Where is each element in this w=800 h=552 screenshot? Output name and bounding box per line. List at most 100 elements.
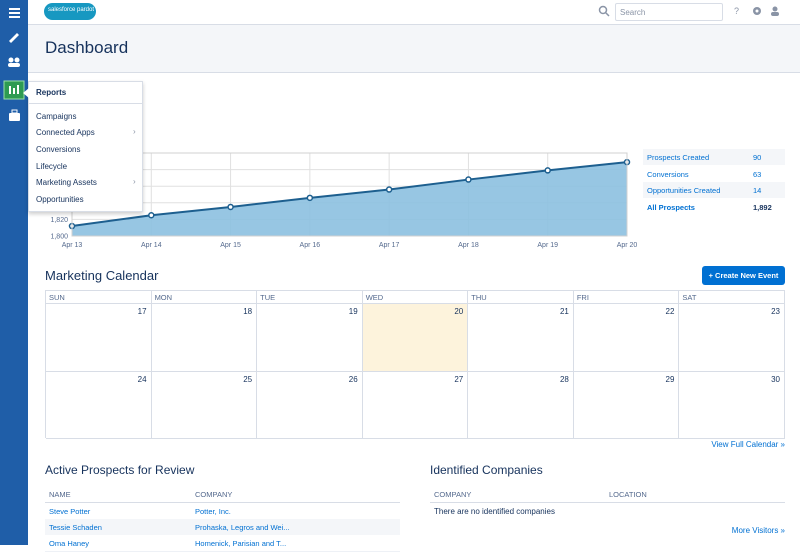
column-header: NAME bbox=[49, 490, 71, 499]
search-placeholder: Search bbox=[620, 8, 646, 17]
point bbox=[465, 176, 472, 183]
stats-label[interactable]: Opportunities Created bbox=[647, 186, 721, 196]
x-tick-label: Apr 19 bbox=[537, 242, 558, 249]
prospect-name[interactable]: Steve Potter bbox=[49, 507, 91, 516]
search-icon bbox=[598, 5, 610, 17]
table-header: COMPANY LOCATION bbox=[430, 486, 785, 503]
calendar-day[interactable]: 19 bbox=[257, 304, 363, 372]
help-icon[interactable]: ? bbox=[734, 6, 740, 16]
calendar-day[interactable]: 20 bbox=[362, 304, 469, 372]
wand-icon[interactable] bbox=[9, 33, 19, 43]
day-header: THU bbox=[468, 291, 574, 304]
menu-item[interactable]: Marketing Assets bbox=[36, 178, 97, 187]
briefcase-icon[interactable] bbox=[9, 109, 20, 121]
table-header: NAME COMPANY bbox=[45, 486, 400, 503]
column-header: COMPANY bbox=[195, 490, 233, 499]
menu-item[interactable]: Lifecycle bbox=[36, 162, 68, 171]
top-bar: salesforce pardot Search ? bbox=[28, 0, 800, 25]
calendar-day[interactable]: 27 bbox=[362, 371, 469, 439]
day-number: 29 bbox=[665, 374, 675, 384]
day-header: MON bbox=[151, 291, 258, 304]
submenu-arrow: › bbox=[133, 177, 136, 186]
prospect-company[interactable]: Homenick, Parisian and T... bbox=[195, 539, 287, 548]
calendar: SUN MON TUE WED THU FRI SAT 17 18 19 20 21 22 23 24 25 2… bbox=[45, 290, 785, 439]
day-number: 24 bbox=[137, 374, 147, 384]
day-number: 23 bbox=[771, 307, 780, 316]
view-calendar-link[interactable]: View Full Calendar » bbox=[711, 440, 785, 449]
menu-item[interactable]: Opportunities bbox=[36, 195, 84, 204]
menu-item[interactable]: Connected Apps bbox=[36, 128, 95, 137]
create-event-button[interactable]: + Create New Event bbox=[702, 266, 785, 285]
day-number: 30 bbox=[771, 374, 780, 384]
table-row: Steve Potter Potter, Inc. bbox=[45, 503, 400, 520]
stats-value: 14 bbox=[753, 186, 762, 196]
day-number: 22 bbox=[665, 307, 675, 316]
sidebar-icons bbox=[3, 8, 25, 121]
day-number: 28 bbox=[559, 374, 569, 384]
day-number: 17 bbox=[137, 307, 147, 316]
calendar-day[interactable]: 26 bbox=[257, 371, 363, 439]
people-icon[interactable] bbox=[8, 57, 20, 68]
day-number: 21 bbox=[559, 307, 569, 316]
point bbox=[306, 194, 314, 202]
point bbox=[385, 186, 393, 193]
column-header: LOCATION bbox=[609, 490, 647, 499]
stats-value: 90 bbox=[753, 153, 762, 162]
prospect-name[interactable]: Tessie Schaden bbox=[49, 523, 102, 532]
table-row: Oma Haney Homenick, Parisian and T... bbox=[45, 535, 400, 552]
calendar-day[interactable]: 17 bbox=[46, 304, 152, 372]
section-title: Identified Companies bbox=[430, 463, 543, 477]
x-tick-label: Apr 20 bbox=[617, 242, 638, 249]
stats-label[interactable]: Prospects Created bbox=[647, 153, 710, 162]
settings-icon[interactable] bbox=[752, 6, 762, 16]
menu-icon[interactable] bbox=[9, 8, 20, 18]
menu-item[interactable]: Campaigns bbox=[36, 112, 77, 121]
calendar-day[interactable]: 22 bbox=[573, 304, 680, 372]
prospect-name[interactable]: Oma Haney bbox=[49, 539, 90, 548]
section-title: Marketing Calendar bbox=[45, 268, 159, 283]
menu-item[interactable]: Conversions bbox=[36, 145, 81, 154]
stats-label[interactable]: All Prospects bbox=[647, 203, 695, 213]
prospect-company[interactable]: Potter, Inc. bbox=[195, 507, 231, 516]
calendar-day[interactable]: 24 bbox=[46, 371, 152, 439]
calendar-day[interactable]: 28 bbox=[468, 371, 574, 439]
menu-pointer bbox=[23, 88, 29, 98]
day-number: 26 bbox=[348, 374, 358, 384]
empty-message: There are no identified companies bbox=[434, 507, 555, 516]
calendar-day[interactable]: 29 bbox=[573, 371, 680, 439]
day-number: 27 bbox=[454, 374, 464, 384]
calendar-day[interactable]: 30 bbox=[679, 371, 785, 439]
page-header: Dashboard bbox=[28, 25, 800, 73]
calendar-day[interactable]: 23 bbox=[679, 304, 785, 372]
stats-label[interactable]: Conversions bbox=[647, 169, 689, 179]
day-number: 18 bbox=[243, 307, 253, 316]
day-header: TUE bbox=[257, 291, 363, 304]
calendar-day[interactable]: 18 bbox=[151, 304, 258, 372]
line bbox=[71, 161, 628, 228]
page-title: Dashboard bbox=[45, 38, 129, 57]
more-visitors-link[interactable]: More Visitors » bbox=[731, 526, 785, 535]
calendar-day[interactable]: 25 bbox=[151, 371, 258, 439]
stats-row: Conversions 63 bbox=[643, 165, 785, 182]
prospect-company[interactable]: Prohaska, Legros and Wei... bbox=[195, 523, 290, 532]
table-row: Tessie Schaden Prohaska, Legros and Wei..… bbox=[45, 519, 400, 536]
user-icon[interactable] bbox=[770, 6, 780, 16]
logo: salesforce pardot bbox=[48, 7, 95, 13]
day-number: 20 bbox=[454, 307, 464, 316]
point bbox=[227, 203, 234, 211]
day-header: FRI bbox=[573, 291, 680, 304]
search-box[interactable]: Search bbox=[615, 3, 723, 21]
x-tick-label: Apr 14 bbox=[141, 242, 162, 249]
day-header: SUN bbox=[46, 291, 152, 304]
day-number: 25 bbox=[243, 374, 253, 384]
day-number: 19 bbox=[348, 307, 358, 316]
x-tick-label: Apr 18 bbox=[458, 242, 479, 249]
x-tick-label: Apr 17 bbox=[379, 242, 400, 249]
calendar-day[interactable]: 21 bbox=[468, 304, 574, 372]
area bbox=[72, 162, 627, 236]
menu-divider bbox=[29, 103, 142, 104]
stats-row: All Prospects 1,892 bbox=[643, 199, 785, 216]
x-tick-label: Apr 15 bbox=[220, 242, 241, 249]
section-title: Active Prospects for Review bbox=[45, 463, 195, 477]
